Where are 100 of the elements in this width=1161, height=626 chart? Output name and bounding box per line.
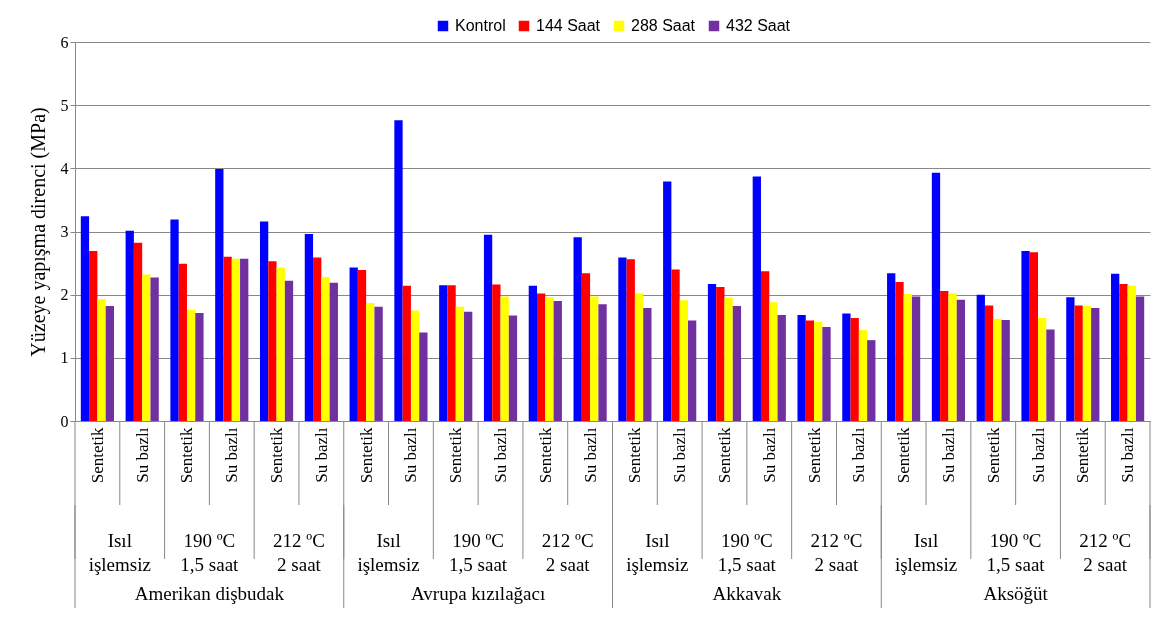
y-tick-label: 6 <box>60 33 69 51</box>
bar <box>464 311 473 421</box>
bar <box>618 257 627 421</box>
bar <box>948 293 957 421</box>
x-tick-label: Sentetik <box>535 427 555 484</box>
bar <box>940 290 949 421</box>
bar <box>186 309 196 421</box>
bar <box>528 285 538 421</box>
x-tick-label: Sentetik <box>714 427 734 484</box>
bar <box>1119 283 1128 421</box>
bar <box>643 307 652 421</box>
text: Akkavak <box>712 583 782 604</box>
x-tick-label: Sentetik <box>625 427 645 484</box>
bar <box>259 221 269 421</box>
bar <box>231 258 241 421</box>
bar <box>105 306 114 421</box>
bar <box>1074 305 1083 421</box>
bar <box>814 321 823 421</box>
bar <box>419 332 428 421</box>
text: 190 ºC 1,5 saat <box>717 530 777 575</box>
x-tick-label: Sentetik <box>804 427 824 484</box>
x-tick-label: Sentetik <box>1073 427 1093 484</box>
bar <box>483 234 493 421</box>
bar <box>313 257 322 421</box>
bar <box>455 306 465 421</box>
text: Avrupa kızılağacı <box>411 583 546 604</box>
x-tick-label: Sentetik <box>177 427 197 484</box>
bar <box>716 287 725 421</box>
bar <box>329 282 338 421</box>
text: 190 ºC 1,5 saat <box>986 530 1046 575</box>
bar <box>80 216 90 421</box>
x-tick-label: Su bazlı <box>580 427 600 483</box>
bar <box>956 299 966 421</box>
bar <box>553 300 562 421</box>
bar <box>707 283 717 421</box>
legend-label: 432 Saat <box>726 17 791 34</box>
x-tick-label: Su bazlı <box>849 427 869 483</box>
text: 190 ºC 1,5 saat <box>180 530 240 575</box>
y-tick-label: 3 <box>60 223 69 240</box>
bar <box>598 304 607 421</box>
bar <box>500 296 509 421</box>
bar <box>850 318 859 421</box>
bar <box>349 267 358 421</box>
bar <box>573 237 582 421</box>
bar <box>223 256 232 421</box>
bar <box>671 269 680 421</box>
x-tick-label: Su bazlı <box>1118 427 1138 483</box>
bar <box>911 296 921 421</box>
bar <box>867 340 876 421</box>
legend-label: Kontrol <box>455 17 506 34</box>
x-tick-label: Sentetik <box>983 427 1003 484</box>
bar <box>822 326 831 421</box>
text: 212 ºC 2 saat <box>541 530 594 575</box>
bar <box>447 285 456 421</box>
bar <box>537 293 546 421</box>
bar <box>1029 252 1039 421</box>
bar <box>626 259 635 421</box>
bar <box>97 299 106 421</box>
bar <box>1111 273 1120 421</box>
bar <box>240 258 249 421</box>
bar <box>508 315 518 421</box>
bar <box>760 271 770 421</box>
y-tick-label: 4 <box>60 159 69 177</box>
bar <box>752 176 761 421</box>
x-tick-label: Su bazlı <box>401 427 421 483</box>
x-tick-label: Su bazlı <box>222 427 242 483</box>
bar <box>805 320 815 421</box>
bar <box>170 219 179 421</box>
y-tick-label: 2 <box>60 286 69 304</box>
bar <box>276 267 285 421</box>
bar <box>366 302 375 421</box>
y-tick-label: 5 <box>60 96 69 114</box>
x-tick-label: Sentetik <box>356 427 376 484</box>
bar <box>1091 307 1100 421</box>
text: 212 ºC 2 saat <box>273 530 325 575</box>
bar <box>133 242 143 421</box>
bar <box>89 251 98 421</box>
bar <box>590 296 599 421</box>
text: Amerikan dişbudak <box>134 583 285 604</box>
bar <box>993 318 1002 421</box>
x-tick-label: Su bazlı <box>759 427 779 483</box>
bar <box>732 306 742 421</box>
text: 212 ºC 2 saat <box>1079 530 1132 575</box>
bar <box>887 273 896 421</box>
bar <box>663 181 672 421</box>
bar <box>284 280 294 421</box>
bar <box>304 234 314 421</box>
y-tick-label: 0 <box>60 412 69 430</box>
bar <box>215 168 224 421</box>
text: Aksöğüt <box>983 583 1049 604</box>
legend-label: 144 Saat <box>536 17 601 34</box>
bar <box>321 276 330 421</box>
bar <box>984 305 994 421</box>
bar <box>492 284 501 421</box>
x-tick-label: Su bazlı <box>491 427 511 483</box>
x-tick-label: Sentetik <box>87 427 107 484</box>
bar <box>931 172 941 421</box>
bar <box>1021 251 1030 421</box>
bar <box>797 314 806 421</box>
bar <box>679 300 688 421</box>
